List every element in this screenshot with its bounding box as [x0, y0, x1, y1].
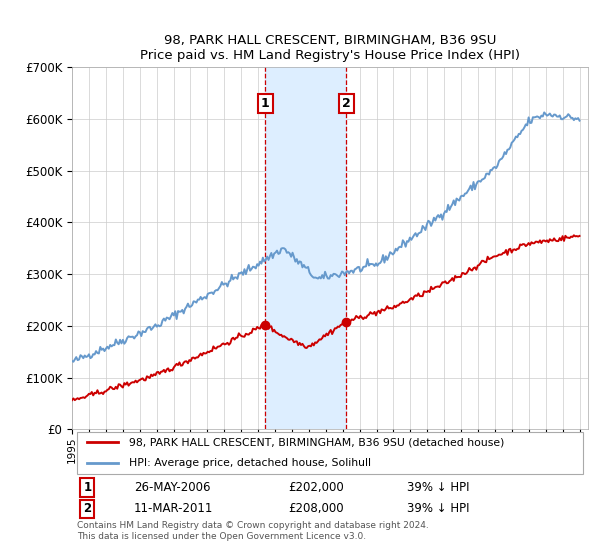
Text: 98, PARK HALL CRESCENT, BIRMINGHAM, B36 9SU (detached house): 98, PARK HALL CRESCENT, BIRMINGHAM, B36 … [129, 437, 504, 447]
Text: HPI: Average price, detached house, Solihull: HPI: Average price, detached house, Soli… [129, 458, 371, 468]
Text: 1: 1 [83, 480, 92, 494]
Text: 2: 2 [342, 97, 350, 110]
Text: £202,000: £202,000 [289, 480, 344, 494]
Text: 39% ↓ HPI: 39% ↓ HPI [407, 480, 470, 494]
Bar [265, 67, 346, 430]
FancyBboxPatch shape [77, 432, 583, 474]
Text: 1: 1 [261, 97, 269, 110]
Text: 39% ↓ HPI: 39% ↓ HPI [407, 502, 470, 515]
Text: 26-MAY-2006: 26-MAY-2006 [134, 480, 211, 494]
Text: Contains HM Land Registry data © Crown copyright and database right 2024.
This d: Contains HM Land Registry data © Crown c… [77, 521, 429, 540]
Text: 2: 2 [83, 502, 92, 515]
Text: £208,000: £208,000 [289, 502, 344, 515]
Text: 11-MAR-2011: 11-MAR-2011 [134, 502, 213, 515]
Title: 98, PARK HALL CRESCENT, BIRMINGHAM, B36 9SU
Price paid vs. HM Land Registry's Ho: 98, PARK HALL CRESCENT, BIRMINGHAM, B36 … [140, 34, 520, 62]
